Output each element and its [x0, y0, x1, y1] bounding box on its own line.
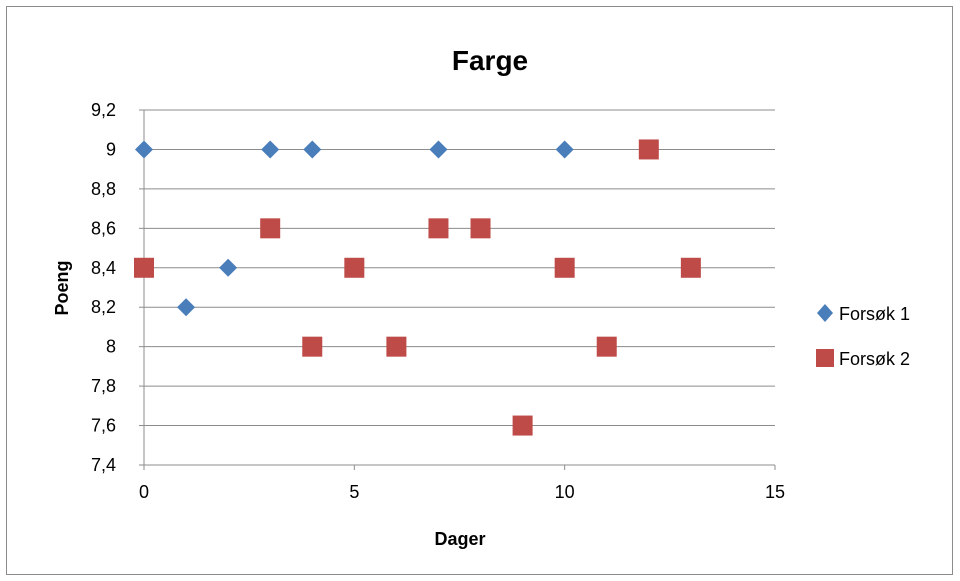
data-point-forsok-2 [302, 336, 323, 357]
data-point-forsok-1 [303, 140, 322, 159]
data-points [134, 139, 701, 436]
chart-title: Farge [452, 45, 528, 76]
x-tick-label: 10 [555, 482, 575, 502]
gridlines [139, 109, 776, 470]
x-tick-label: 15 [765, 482, 785, 502]
y-tick-label: 9 [106, 139, 116, 159]
y-tick-label: 8 [106, 337, 116, 357]
legend-marker-forsok-2 [816, 349, 834, 367]
data-point-forsok-2 [470, 218, 491, 239]
legend-label-forsok-1: Forsøk 1 [839, 304, 910, 324]
y-axis-title: Poeng [52, 260, 72, 315]
x-tick-label: 5 [349, 482, 359, 502]
y-tick-label: 8,2 [91, 297, 116, 317]
y-tick-label: 7,8 [91, 376, 116, 396]
data-point-forsok-1 [177, 298, 196, 317]
axes [143, 110, 775, 466]
chart-frame [6, 6, 953, 575]
data-point-forsok-2 [680, 257, 701, 278]
data-point-forsok-2 [554, 257, 575, 278]
data-point-forsok-2 [638, 139, 659, 160]
x-tick-label: 0 [139, 482, 149, 502]
data-point-forsok-1 [219, 258, 238, 277]
data-point-forsok-2 [428, 218, 449, 239]
legend-marker-forsok-1 [817, 304, 833, 322]
data-point-forsok-1 [555, 140, 574, 159]
tick-labels: 7,4 7,6 7,8 8 8,2 8,4 8,6 8,8 9 9,2 0 5 10 15 [91, 100, 785, 502]
y-tick-label: 7,4 [91, 455, 116, 475]
data-point-forsok-2 [386, 336, 407, 357]
y-tick-label: 8,4 [91, 258, 116, 278]
y-tick-label: 8,6 [91, 218, 116, 238]
data-point-forsok-1 [429, 140, 448, 159]
x-axis-title: Dager [434, 529, 485, 549]
data-point-forsok-1 [135, 140, 153, 159]
y-tick-label: 9,2 [91, 100, 116, 120]
y-tick-label: 7,6 [91, 416, 116, 436]
legend: Forsøk 1 Forsøk 2 [816, 304, 910, 369]
data-point-forsok-2 [596, 336, 617, 357]
data-point-forsok-2 [260, 218, 281, 239]
data-point-forsok-2 [344, 257, 365, 278]
legend-label-forsok-2: Forsøk 2 [839, 349, 910, 369]
data-point-forsok-2 [134, 257, 154, 278]
data-point-forsok-1 [261, 140, 280, 159]
data-point-forsok-2 [512, 415, 533, 436]
y-tick-label: 8,8 [91, 179, 116, 199]
